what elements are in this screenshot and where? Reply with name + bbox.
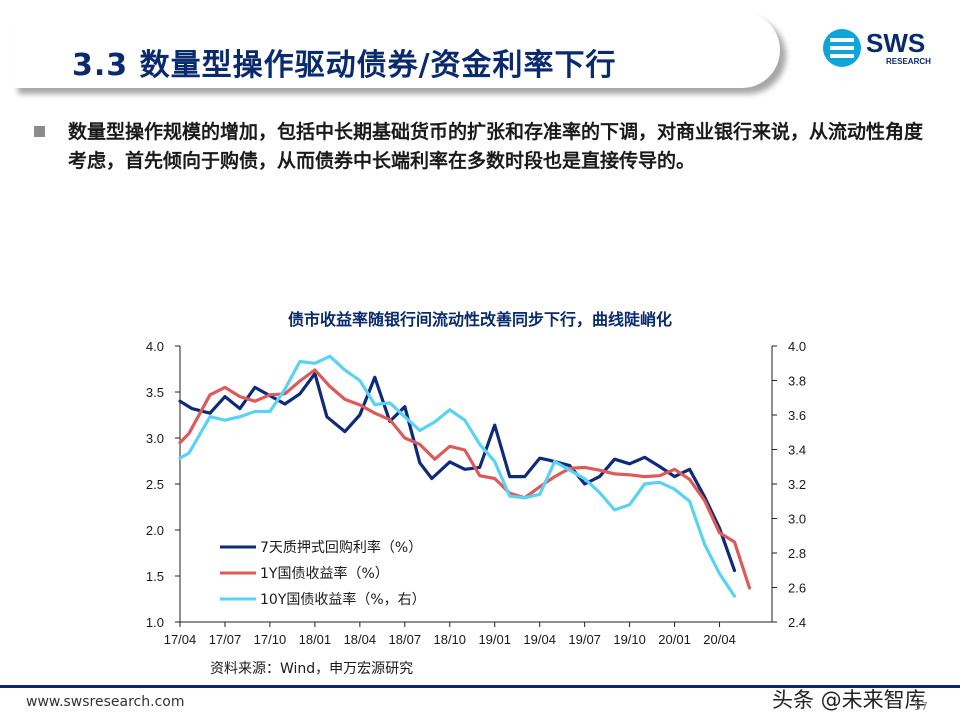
y-tick-label-left: 2.0 (146, 523, 164, 538)
chart-title: 债市收益率随银行间流动性改善同步下行，曲线陡峭化 (287, 310, 672, 329)
title-box: 3.3 数量型操作驱动债券/资金利率下行 (12, 12, 780, 88)
legend-label-7d: 7天质押式回购利率（%） (260, 539, 422, 556)
y-tick-label-right: 3.8 (788, 374, 806, 389)
y-tick-label-right: 2.6 (788, 581, 806, 596)
sws-logo: SWS RESEARCH (823, 28, 931, 67)
x-tick-label: 18/01 (299, 632, 332, 647)
x-tick-label: 20/04 (703, 632, 736, 647)
logo-subtext: RESEARCH (886, 57, 931, 66)
bullet-square-icon (34, 126, 45, 137)
x-tick-label: 18/04 (344, 632, 377, 647)
logo-text: SWS (866, 28, 925, 58)
footer-url[interactable]: www.swsresearch.com (26, 694, 185, 710)
y-tick-label-right: 3.0 (788, 512, 806, 527)
x-tick-label: 19/10 (613, 632, 646, 647)
y-tick-label-right: 2.8 (788, 546, 806, 561)
chart-source: 资料来源：Wind，申万宏源研究 (210, 661, 414, 677)
series-line-7d (178, 372, 737, 573)
y-tick-label-right: 4.0 (788, 339, 806, 354)
series-line-10y (178, 354, 737, 598)
x-tick-label: 18/10 (433, 632, 466, 647)
legend-label-1y: 1Y国债收益率（%） (260, 565, 389, 582)
y-tick-label-left: 3.5 (146, 385, 164, 400)
y-tick-label-right: 3.4 (788, 443, 806, 458)
x-tick-label: 19/04 (523, 632, 556, 647)
y-tick-label-right: 2.4 (788, 615, 806, 630)
x-tick-label: 19/07 (568, 632, 601, 647)
page-number: 57 (914, 700, 928, 713)
y-tick-label-left: 1.5 (146, 569, 164, 584)
footer-watermark: 头条 @未来智库 (772, 688, 926, 712)
y-tick-label-right: 3.2 (788, 477, 806, 492)
bullet-text: 数量型操作规模的增加，包括中长期基础货币的扩张和存准率的下调，对商业银行来说，从… (68, 121, 924, 172)
x-tick-label: 19/01 (478, 632, 511, 647)
footer-divider (0, 685, 960, 688)
series-line-1y (178, 368, 752, 590)
x-tick-label: 17/04 (164, 632, 197, 647)
y-tick-label-left: 4.0 (146, 339, 164, 354)
x-tick-label: 17/07 (209, 632, 242, 647)
x-tick-label: 20/01 (658, 632, 691, 647)
header: 3.3 数量型操作驱动债券/资金利率下行 SWS RESEARCH (0, 0, 960, 100)
x-tick-label: 18/07 (389, 632, 422, 647)
legend-label-10y: 10Y国债收益率（%，右） (260, 591, 426, 608)
legend: 7天质押式回购利率（%） 1Y国债收益率（%） 10Y国债收益率（%，右） (220, 539, 426, 608)
y-tick-label-left: 3.0 (146, 431, 164, 446)
y-tick-label-left: 2.5 (146, 477, 164, 492)
y-tick-label-right: 3.6 (788, 408, 806, 423)
y-tick-label-left: 1.0 (146, 615, 164, 630)
page-title: 3.3 数量型操作驱动债券/资金利率下行 (72, 48, 617, 83)
x-tick-label: 17/10 (254, 632, 287, 647)
